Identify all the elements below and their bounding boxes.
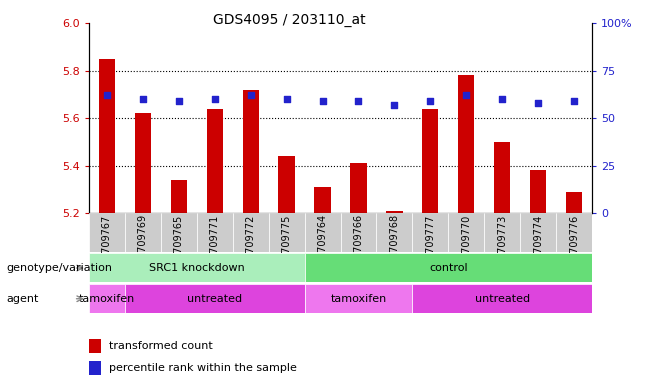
Bar xyxy=(376,213,413,252)
Point xyxy=(138,96,148,102)
Text: GSM709764: GSM709764 xyxy=(318,214,328,273)
Text: GSM709774: GSM709774 xyxy=(533,214,544,273)
Text: GSM709767: GSM709767 xyxy=(102,214,112,273)
Bar xyxy=(305,213,341,252)
Text: tamoxifen: tamoxifen xyxy=(79,293,135,304)
Text: GSM709773: GSM709773 xyxy=(497,214,507,273)
Bar xyxy=(135,113,151,213)
Bar xyxy=(556,213,592,252)
Bar xyxy=(413,284,592,313)
Text: GSM709768: GSM709768 xyxy=(390,214,399,273)
Text: GSM709776: GSM709776 xyxy=(569,214,579,273)
Bar xyxy=(484,213,520,252)
Bar xyxy=(207,109,223,213)
Bar xyxy=(89,284,125,313)
Text: GSM709765: GSM709765 xyxy=(174,214,184,273)
Point xyxy=(425,98,436,104)
Bar xyxy=(125,213,161,252)
Bar xyxy=(530,170,546,213)
Text: GSM709775: GSM709775 xyxy=(282,214,291,274)
Bar xyxy=(520,213,556,252)
Text: genotype/variation: genotype/variation xyxy=(7,263,113,273)
Point xyxy=(174,98,184,104)
Text: tamoxifen: tamoxifen xyxy=(330,293,387,304)
Text: agent: agent xyxy=(7,294,39,304)
Text: GSM709777: GSM709777 xyxy=(426,214,436,274)
Text: GSM709766: GSM709766 xyxy=(353,214,363,273)
Text: transformed count: transformed count xyxy=(109,341,213,351)
Text: GSM709772: GSM709772 xyxy=(245,214,255,274)
Point xyxy=(245,92,256,98)
Bar xyxy=(458,75,474,213)
Bar xyxy=(494,142,511,213)
Text: GSM709771: GSM709771 xyxy=(210,214,220,273)
Bar xyxy=(413,213,448,252)
Text: GSM709770: GSM709770 xyxy=(461,214,471,273)
Bar xyxy=(89,339,101,353)
Point xyxy=(101,92,112,98)
Bar xyxy=(386,211,403,213)
Text: untreated: untreated xyxy=(187,293,242,304)
Text: percentile rank within the sample: percentile rank within the sample xyxy=(109,363,297,373)
Bar xyxy=(422,109,438,213)
Point xyxy=(353,98,364,104)
Bar xyxy=(89,361,101,375)
Bar xyxy=(89,253,305,282)
Text: GDS4095 / 203110_at: GDS4095 / 203110_at xyxy=(213,13,366,27)
Text: GSM709769: GSM709769 xyxy=(138,214,148,273)
Text: control: control xyxy=(429,263,468,273)
Point xyxy=(282,96,292,102)
Point xyxy=(461,92,472,98)
Bar xyxy=(170,180,187,213)
Bar xyxy=(351,163,367,213)
Bar xyxy=(89,213,125,252)
Bar xyxy=(341,213,376,252)
Bar xyxy=(161,213,197,252)
Text: SRC1 knockdown: SRC1 knockdown xyxy=(149,263,245,273)
Bar xyxy=(243,89,259,213)
Point xyxy=(497,96,507,102)
Text: untreated: untreated xyxy=(475,293,530,304)
Point xyxy=(533,100,544,106)
Bar xyxy=(197,213,233,252)
Bar xyxy=(125,284,305,313)
Bar xyxy=(305,284,413,313)
Bar xyxy=(268,213,305,252)
Bar xyxy=(233,213,268,252)
Bar xyxy=(305,253,592,282)
Point xyxy=(389,102,399,108)
Point xyxy=(569,98,580,104)
Bar xyxy=(566,192,582,213)
Bar xyxy=(448,213,484,252)
Bar xyxy=(99,59,115,213)
Point xyxy=(209,96,220,102)
Point xyxy=(317,98,328,104)
Bar xyxy=(315,187,330,213)
Bar xyxy=(278,156,295,213)
